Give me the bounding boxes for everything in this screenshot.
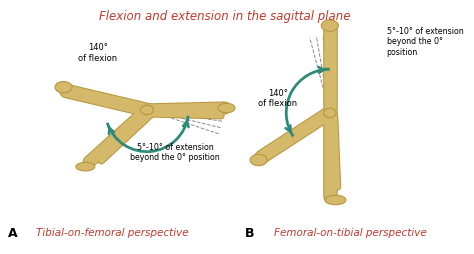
Text: 5°-10° of extension
beyond the 0°
position: 5°-10° of extension beyond the 0° positi… <box>387 27 464 57</box>
Ellipse shape <box>76 162 95 171</box>
Ellipse shape <box>324 108 336 118</box>
Text: Femoral-on-tibial perspective: Femoral-on-tibial perspective <box>274 228 427 238</box>
Ellipse shape <box>218 103 235 113</box>
Text: A: A <box>8 227 17 240</box>
Text: 140°
of flexion: 140° of flexion <box>258 89 297 108</box>
Ellipse shape <box>250 154 267 166</box>
Text: Flexion and extension in the sagittal plane: Flexion and extension in the sagittal pl… <box>99 10 350 23</box>
Text: Tibial-on-femoral perspective: Tibial-on-femoral perspective <box>36 228 188 238</box>
Ellipse shape <box>140 105 154 115</box>
Ellipse shape <box>55 82 72 93</box>
Ellipse shape <box>325 195 346 205</box>
Text: 5°-10° of extension
beyond the 0° position: 5°-10° of extension beyond the 0° positi… <box>130 143 220 162</box>
Text: 140°
of flexion: 140° of flexion <box>78 43 117 63</box>
Ellipse shape <box>321 20 338 31</box>
Text: B: B <box>245 227 254 240</box>
